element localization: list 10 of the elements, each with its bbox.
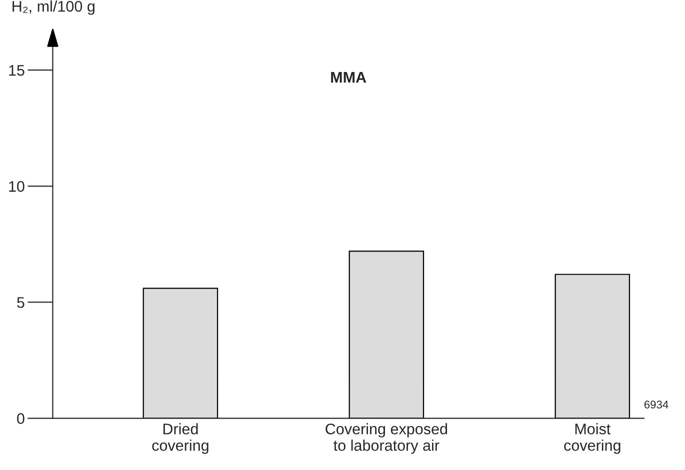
y-axis-title: H₂, ml/100 g xyxy=(12,0,94,15)
x-tick-label: Covering exposed to laboratory air xyxy=(326,423,448,454)
y-tick-label: 15 xyxy=(9,65,24,76)
x-tick-label: Dried covering xyxy=(152,423,208,454)
text: MMA xyxy=(331,72,366,83)
text: 6934 xyxy=(644,400,668,408)
x-tick-label: Moist covering xyxy=(564,423,620,454)
y-tick-label: 0 xyxy=(17,413,24,424)
y-tick-label: 10 xyxy=(9,181,24,192)
y-tick-label: 5 xyxy=(17,297,24,308)
